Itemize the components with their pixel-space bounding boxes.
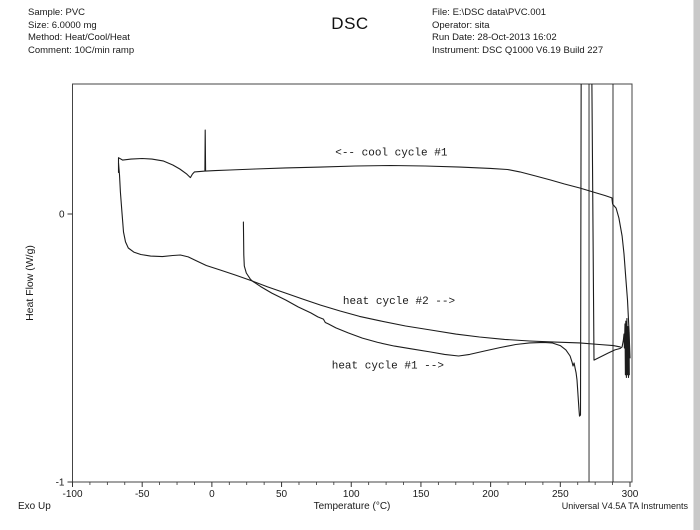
x-tick-label: 300 xyxy=(622,489,639,500)
operator-line: Operator: sita xyxy=(432,19,490,31)
plot-frame xyxy=(72,83,633,483)
x-tick-label: -100 xyxy=(62,489,82,500)
size-line: Size: 6.0000 mg xyxy=(28,19,97,31)
software-credit: Universal V4.5A TA Instruments xyxy=(561,501,688,511)
x-tick-label: 250 xyxy=(552,489,569,500)
sample-info-block: Sample: PVC Size: 6.0000 mg Method: Heat… xyxy=(28,7,134,57)
curve-heat-cycle-1 xyxy=(242,84,630,417)
method-line: Method: Heat/Cool/Heat xyxy=(28,32,130,43)
exo-up-label: Exo Up xyxy=(18,501,51,512)
curve-annotations: <-- cool cycle #1 heat cycle #2 --> heat c… xyxy=(332,148,455,373)
axis-ticks: -100 -50 0 50 100 150 200 250 300 0 -1 xyxy=(56,210,639,501)
y-axis-label: Heat Flow (W/g) xyxy=(24,245,36,321)
file-info-block: File: E:\DSC data\PVC.001 Operator: sita… xyxy=(432,7,603,57)
x-tick-label: 0 xyxy=(209,489,215,500)
page-title: DSC xyxy=(331,14,369,33)
y-tick-label: -1 xyxy=(56,478,65,489)
annotation-label: heat cycle #2 --> xyxy=(343,296,455,308)
curve-heat-cycle-2 xyxy=(117,162,621,348)
x-tick-label: 50 xyxy=(276,489,288,500)
annotation-label: <-- cool cycle #1 xyxy=(335,148,448,160)
plot-border xyxy=(72,83,633,483)
x-tick-label: 150 xyxy=(413,489,430,500)
x-axis-label: Temperature (°C) xyxy=(313,501,391,512)
x-tick-label: -50 xyxy=(135,489,150,500)
annotation-label: heat cycle #1 --> xyxy=(332,361,444,373)
sample-line: Sample: PVC xyxy=(28,7,86,18)
instrument-line: Instrument: DSC Q1000 V6.19 Build 227 xyxy=(432,44,604,56)
x-tick-label: 100 xyxy=(343,489,360,500)
dsc-curves xyxy=(117,84,631,482)
window-edge-strip xyxy=(693,0,700,530)
x-tick-label: 200 xyxy=(482,489,499,500)
file-line: File: E:\DSC data\PVC.001 xyxy=(432,7,547,18)
run-date-line: Run Date: 28-Oct-2013 16:02 xyxy=(432,32,557,43)
y-tick-label: 0 xyxy=(59,210,65,221)
comment-line: Comment: 10C/min ramp xyxy=(28,44,135,56)
curve-cool-cycle-1 xyxy=(117,129,631,359)
